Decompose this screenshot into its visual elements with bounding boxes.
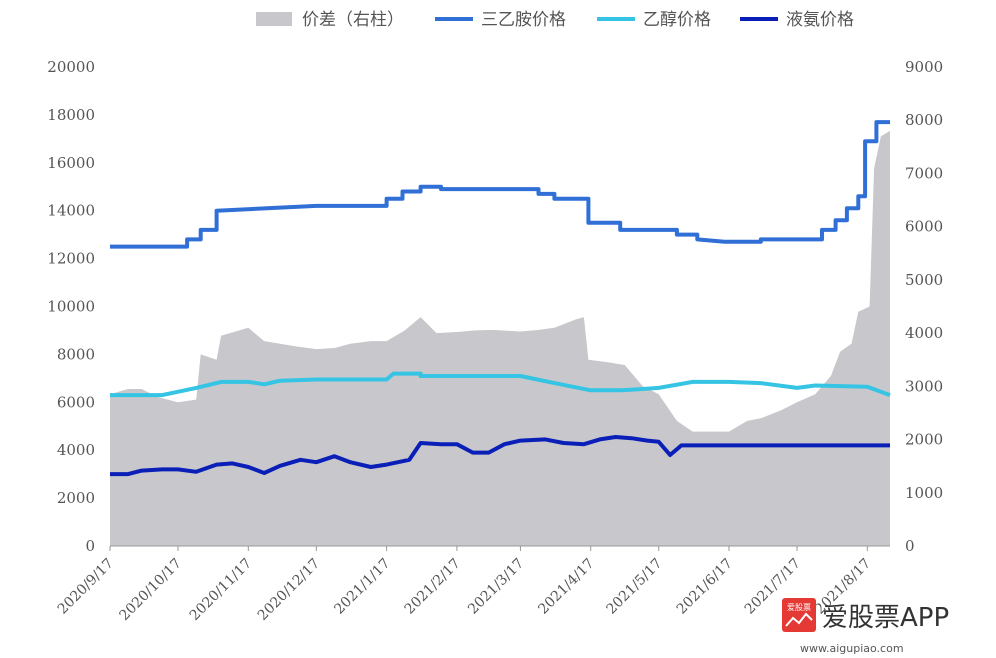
x-tick-label: 2020/10/17 bbox=[116, 556, 184, 624]
series-line-1 bbox=[110, 120, 890, 249]
series-line-2 bbox=[110, 371, 891, 398]
y-left-tick-label: 14000 bbox=[47, 202, 95, 220]
legend-label-0: 价差（右柱） bbox=[302, 10, 404, 30]
series-line-3 bbox=[110, 435, 890, 477]
watermark-url: www.aigupiao.com bbox=[800, 642, 904, 655]
y-right-tick-label: 8000 bbox=[905, 111, 943, 129]
x-tick-label: 2020/11/17 bbox=[187, 556, 255, 624]
x-tick-label: 2021/3/17 bbox=[465, 556, 527, 618]
y-right-tick-label: 5000 bbox=[905, 271, 943, 289]
y-left-tick-label: 18000 bbox=[47, 106, 95, 124]
y-left-tick-label: 0 bbox=[85, 537, 95, 555]
y-left-tick-label: 2000 bbox=[57, 489, 95, 507]
y-right-tick-label: 2000 bbox=[905, 431, 943, 449]
legend-label-2: 乙醇价格 bbox=[643, 10, 711, 30]
y-left-tick-label: 6000 bbox=[57, 393, 95, 411]
y-left-tick-label: 12000 bbox=[47, 250, 95, 268]
x-tick-label: 2020/12/17 bbox=[255, 556, 323, 624]
spread-area-layer bbox=[110, 130, 890, 546]
watermark-logo bbox=[782, 598, 816, 632]
x-tick-label: 2021/2/17 bbox=[402, 556, 464, 618]
x-tick-label: 2021/6/17 bbox=[674, 556, 736, 618]
y-left-tick-label: 20000 bbox=[47, 58, 95, 76]
y-left-tick-label: 4000 bbox=[57, 441, 95, 459]
y-right-tick-label: 6000 bbox=[905, 218, 943, 236]
y-right-tick-label: 1000 bbox=[905, 484, 943, 502]
x-tick-label: 2021/4/17 bbox=[535, 556, 597, 618]
y-left-tick-label: 8000 bbox=[57, 345, 95, 363]
watermark: 爱股票 爱股票APP www.aigupiao.com bbox=[782, 598, 949, 655]
y-left-tick-label: 16000 bbox=[47, 154, 95, 172]
watermark-chart-icon bbox=[785, 612, 813, 627]
x-tick-label: 2020/9/17 bbox=[55, 556, 117, 618]
x-tick-label: 2021/1/17 bbox=[331, 556, 393, 618]
x-tick-label: 2021/5/17 bbox=[603, 556, 665, 618]
y-left-tick-label: 10000 bbox=[47, 298, 95, 316]
y-right-tick-label: 9000 bbox=[905, 58, 943, 76]
price-line-layer bbox=[110, 120, 891, 477]
y-right-tick-label: 3000 bbox=[905, 377, 943, 395]
series-area-spread bbox=[110, 130, 890, 546]
watermark-brand: 爱股票APP bbox=[822, 603, 949, 633]
legend: 价差（右柱） 三乙胺价格 乙醇价格 液氨价格 bbox=[256, 10, 854, 30]
watermark-logo-text: 爱股票 bbox=[787, 603, 811, 612]
legend-swatch-area bbox=[256, 12, 292, 26]
y-right-tick-label: 4000 bbox=[905, 324, 943, 342]
legend-label-3: 液氨价格 bbox=[786, 10, 854, 30]
legend-label-1: 三乙胺价格 bbox=[481, 10, 566, 30]
y-right-tick-label: 7000 bbox=[905, 164, 943, 182]
y-right-tick-label: 0 bbox=[905, 537, 915, 555]
